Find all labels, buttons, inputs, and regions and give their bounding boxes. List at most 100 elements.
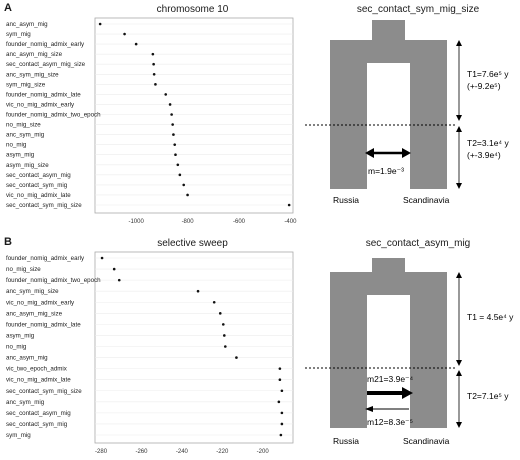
category-label: sym_mig_size: [6, 81, 46, 88]
category-label: no_mig: [6, 142, 27, 149]
migration-arrow-m21: [367, 387, 413, 399]
data-point: [164, 93, 168, 96]
category-label: asym_mig: [6, 332, 35, 339]
x-tick-label: -600: [233, 219, 246, 225]
grid-lines-a: [95, 23, 293, 206]
plot-title-b: selective sweep: [157, 238, 228, 249]
migration-arrow-a: [365, 148, 411, 158]
category-label: no_mig: [6, 344, 27, 351]
data-point: [112, 267, 116, 271]
data-point: [152, 72, 156, 76]
data-point: [154, 83, 157, 86]
data-point: [221, 323, 225, 326]
x-tick-label: -280: [95, 449, 108, 455]
x-tick-label: -1000: [128, 219, 144, 225]
data-point: [278, 367, 282, 370]
time-scale-b: [456, 272, 462, 428]
x-tick-label: -240: [176, 449, 189, 455]
category-label: founder_nomig_admix_early: [6, 41, 85, 48]
population-bar-b: [330, 272, 447, 295]
dots-b: [100, 256, 284, 437]
category-label: anc_sym_mig: [6, 399, 45, 406]
data-point: [212, 300, 216, 304]
category-label: sec_contact_sym_mig: [6, 182, 68, 189]
category-label: anc_sym_mig_size: [6, 71, 59, 78]
data-point: [223, 334, 226, 337]
plot-frame-b: [94, 251, 294, 444]
data-point: [280, 389, 284, 393]
category-label: vic_two_epoch_admix: [6, 366, 68, 373]
category-label: sym_mig: [6, 31, 31, 38]
russia-label-b: Russia: [333, 436, 359, 446]
x-ticks-b: -280 -260 -240 -220 -200: [95, 449, 269, 455]
data-point: [134, 42, 138, 46]
data-point: [174, 153, 177, 157]
category-label: founder_nomig_admix_two_epoch: [6, 112, 101, 119]
category-label: anc_asym_mig: [6, 355, 48, 362]
category-label: asym_mig: [6, 152, 35, 159]
category-label: founder_nomig_admix_early: [6, 255, 85, 262]
category-label: founder_nomig_admix_two_epoch: [6, 277, 101, 284]
category-label: anc_sym_mig_size: [6, 288, 59, 295]
category-label: asym_mig_size: [6, 162, 49, 169]
category-label: anc_asym_mig_size: [6, 51, 63, 58]
panel-letter-a: A: [4, 2, 12, 14]
data-point: [278, 378, 282, 381]
model-title-a: sec_contact_sym_mig_size: [356, 4, 480, 15]
data-point: [235, 356, 238, 359]
grid-lines-b: [95, 257, 293, 436]
plot-title-a: chromosome 10: [156, 4, 229, 15]
x-tick-label: -260: [135, 449, 148, 455]
category-label: founder_nomig_admix_late: [6, 321, 81, 328]
scandinavia-branch-a: [410, 63, 447, 189]
scandinavia-branch-b: [410, 295, 447, 428]
russia-branch-b: [330, 295, 367, 428]
russia-branch-a: [330, 63, 367, 189]
category-label: sec_contact_asym_mig: [6, 410, 71, 417]
t2-ci-a: (+-3.9e⁴): [467, 150, 501, 160]
t2-label-a: T2=3.1e⁴ y: [467, 138, 509, 148]
ancestral-stem-a: [372, 20, 405, 40]
category-label: anc_sym_mig: [6, 132, 45, 139]
data-point: [287, 203, 291, 207]
category-label: sec_contact_sym_mig_size: [6, 388, 82, 395]
scandinavia-label-a: Scandinavia: [403, 195, 450, 205]
x-tick-label: -800: [182, 219, 195, 225]
data-point: [277, 400, 281, 404]
model-title-b: sec_contact_asym_mig: [365, 238, 471, 249]
scandinavia-label-b: Scandinavia: [403, 436, 450, 446]
category-label: sec_contact_sym_mig_size: [6, 202, 82, 209]
category-label: vic_no_mig_admix_early: [6, 299, 75, 306]
category-label: anc_asym_mig_size: [6, 310, 63, 317]
data-point: [176, 163, 180, 167]
category-label: sec_contact_sym_mig: [6, 421, 68, 428]
data-point: [171, 123, 174, 126]
data-point: [279, 433, 283, 437]
dot-plot-b: founder_nomig_admix_early no_mig_sizefoun…: [6, 251, 294, 455]
x-tick-label: -200: [257, 449, 270, 455]
data-point: [170, 113, 173, 116]
data-point: [151, 52, 155, 56]
m12-label: m12=8.3e⁻⁵: [367, 417, 413, 427]
category-label: sym_mig: [6, 432, 31, 439]
data-point: [224, 345, 227, 348]
data-point: [98, 22, 102, 26]
category-label: founder_nomig_admix_late: [6, 91, 81, 98]
data-point: [280, 422, 284, 426]
data-point: [100, 256, 104, 260]
x-ticks-a: -1000 -800 -600 -400: [128, 219, 297, 225]
model-diagram-a: m=1.9e⁻³ Russia Scandinavia T1=7.6e⁵ y (…: [305, 20, 509, 205]
t2-label-b: T2=7.1e⁵ y: [467, 391, 509, 401]
model-diagram-b: m21=3.9e⁻⁴ m12=8.3e⁻⁵ Russia Scandinavia…: [305, 258, 514, 446]
category-label: vic_no_mig_admix_late: [6, 192, 71, 199]
data-point: [172, 133, 175, 136]
migration-label-a: m=1.9e⁻³: [368, 166, 404, 176]
m21-label: m21=3.9e⁻⁴: [367, 374, 414, 384]
category-label: sec_contact_asym_mig: [6, 172, 71, 179]
data-point: [168, 103, 172, 106]
russia-label-a: Russia: [333, 195, 359, 205]
dots-a: [98, 22, 291, 207]
population-bar-a: [330, 40, 447, 63]
category-label: no_mig_size: [6, 122, 41, 129]
dot-plot-a: anc_asym_mig sym_mig founder_nomig_admix_e…: [6, 17, 297, 225]
